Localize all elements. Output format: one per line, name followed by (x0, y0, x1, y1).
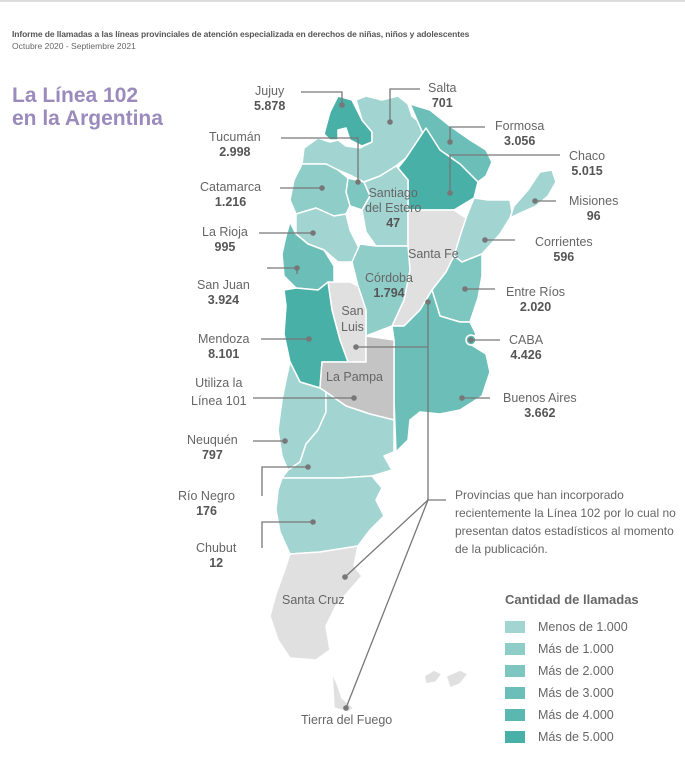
legend-swatch (505, 643, 525, 655)
legend-title: Cantidad de llamadas (505, 592, 639, 607)
legend-swatch (505, 731, 525, 743)
region-buenos-aires (391, 289, 491, 453)
legend-swatch (505, 621, 525, 633)
label-salta: Salta 701 (428, 81, 457, 110)
region-chubut (275, 475, 385, 555)
page-title: La Línea 102 en la Argentina (12, 84, 163, 130)
legend-item: Más de 1.000 (505, 638, 639, 660)
legend-swatch (505, 709, 525, 721)
label-neuquen: Neuquén 797 (187, 433, 238, 462)
legend-swatch (505, 687, 525, 699)
region-santa-cruz (269, 545, 363, 661)
label-cordoba: Córdoba 1.794 (365, 271, 413, 300)
report-period: Octubre 2020 - Septiembre 2021 (12, 41, 136, 51)
legend-item: Menos de 1.000 (505, 616, 639, 638)
no-data-note: Provincias que han incorporado recientem… (455, 488, 676, 556)
report-header: Informe de llamadas a las líneas provinc… (12, 29, 469, 51)
report-title: Informe de llamadas a las líneas provinc… (12, 29, 470, 39)
label-la-pampa: La Pampa (326, 370, 383, 384)
leader-lines (253, 88, 560, 709)
region-misiones (509, 169, 557, 219)
top-border (0, 0, 685, 2)
label-san-juan: San Juan 3.924 (197, 278, 250, 307)
label-san-luis: San Luis (341, 304, 364, 334)
legend-item: Más de 4.000 (505, 704, 639, 726)
region-jujuy (323, 95, 373, 147)
label-chubut: Chubut 12 (196, 541, 237, 570)
label-santa-fe: Santa Fe (408, 247, 459, 261)
label-santiago-del-estero: Santiago del Estero 47 (365, 186, 422, 230)
label-rio-negro: Río Negro 176 (178, 489, 235, 518)
legend: Cantidad de llamadas Menos de 1.000 Más … (505, 592, 639, 748)
label-linea-101: Utiliza la Línea 101 (191, 376, 247, 408)
region-malvinas (423, 669, 469, 689)
label-jujuy: Jujuy 5.878 (254, 84, 286, 113)
label-tierra-del-fuego: Tierra del Fuego (301, 713, 393, 727)
label-entre-rios: Entre Ríos 2.020 (506, 285, 566, 314)
label-caba: CABA 4.426 (509, 333, 544, 362)
label-corrientes: Corrientes 596 (535, 235, 593, 264)
label-chaco: Chaco 5.015 (569, 149, 606, 178)
legend-item: Más de 3.000 (505, 682, 639, 704)
label-buenos-aires: Buenos Aires 3.662 (503, 391, 577, 420)
legend-swatch (505, 665, 525, 677)
legend-item: Más de 5.000 (505, 726, 639, 748)
region-catamarca (289, 163, 351, 217)
label-santa-cruz: Santa Cruz (282, 593, 345, 607)
leader-dots (282, 102, 538, 711)
label-formosa: Formosa 3.056 (495, 119, 545, 148)
legend-item: Más de 2.000 (505, 660, 639, 682)
label-catamarca: Catamarca 1.216 (200, 180, 262, 209)
label-la-rioja: La Rioja 995 (202, 225, 248, 254)
label-tucuman: Tucumán 2.998 (209, 130, 261, 159)
region-tierra-del-fuego (331, 671, 355, 713)
label-misiones: Misiones 96 (569, 194, 619, 223)
label-mendoza: Mendoza 8.101 (198, 332, 250, 361)
